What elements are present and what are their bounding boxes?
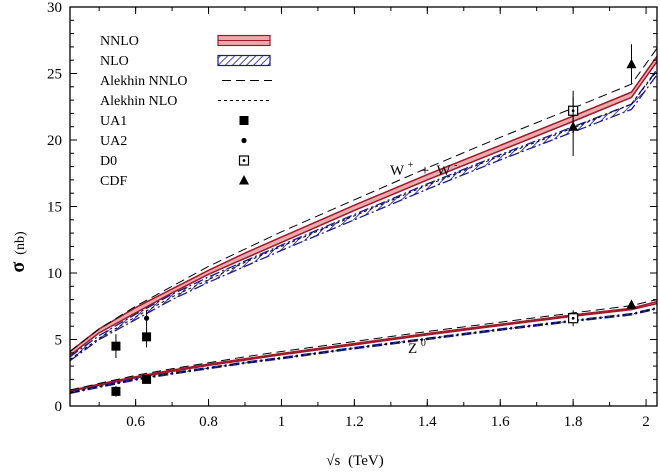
ua2-point-marker — [143, 315, 150, 321]
z-process-label: Z 0 — [408, 338, 426, 357]
legend-label: NLO — [100, 54, 129, 69]
w-nlo-band — [70, 69, 657, 361]
legend-label: UA2 — [100, 134, 127, 149]
x-tick-label: 1.2 — [345, 414, 364, 430]
cdf-point-marker — [626, 58, 637, 69]
ua1-point-marker — [111, 386, 121, 396]
w-base: W — [390, 163, 405, 179]
y-tick-label: 5 — [55, 333, 63, 349]
y-tick-label: 10 — [47, 266, 62, 282]
legend-label: Alekhin NLO — [100, 94, 177, 109]
w-alekhin-nlo-line — [70, 70, 657, 360]
y-tick-label: 30 — [47, 0, 62, 16]
legend-swatch-nlo — [217, 54, 271, 67]
y-axis-symbol: σ — [7, 262, 29, 273]
legend-label: Alekhin NNLO — [100, 74, 188, 89]
x-tick-label: 1.8 — [564, 414, 583, 430]
legend: NNLO NLO Alekhin NNLO Alekhin NLO UA1 UA2 D0 CD… — [100, 34, 272, 189]
x-axis-title: √s (TeV) — [326, 453, 383, 469]
y-axis-unit: (nb) — [13, 231, 28, 255]
ua1-point — [111, 334, 121, 359]
x-axis-unit: (TeV) — [348, 453, 384, 469]
legend-swatch-ua1-marker — [239, 116, 249, 125]
cdf-point — [626, 44, 637, 85]
cdf-point — [568, 97, 579, 156]
ua1-point — [111, 386, 121, 397]
legend-item-cdf: CDF — [100, 174, 249, 189]
cdf-point-marker — [626, 299, 637, 309]
z-alekhin-nlo-line — [70, 307, 657, 394]
w-base-2: W — [436, 163, 451, 179]
data-points — [111, 44, 637, 397]
z-base: Z — [408, 341, 417, 357]
cdf-point — [626, 299, 637, 309]
legend-item-nlo: NLO — [100, 54, 271, 69]
ua1-point-marker — [111, 341, 121, 351]
ua2-point — [143, 310, 150, 327]
w-superscript-2: - — [454, 160, 457, 171]
legend-item-ua2: UA2 — [100, 134, 247, 149]
x-tick-label: 1.4 — [418, 414, 437, 430]
z-superscript: 0 — [421, 338, 426, 349]
legend-swatch-ua2-marker — [241, 137, 247, 144]
legend-item-d0: D0 — [100, 154, 250, 169]
w-superscript: + — [408, 160, 414, 171]
y-tick-label: 20 — [47, 133, 62, 149]
w-nnlo-band — [70, 56, 657, 356]
x-tick-label: 0.8 — [199, 414, 218, 430]
legend-swatch-d0-marker-dot — [242, 159, 246, 162]
w-plus-sign: + — [417, 163, 433, 179]
legend-label: UA1 — [100, 114, 127, 129]
d0-point-marker-dot — [571, 316, 575, 320]
ua1-point — [142, 326, 152, 348]
legend-item-alekhin-nlo: Alekhin NLO — [100, 94, 272, 109]
cdf-point-marker — [568, 121, 579, 131]
legend-label: CDF — [100, 174, 127, 189]
x-tick-label: 1 — [278, 414, 286, 430]
legend-label: D0 — [100, 154, 117, 169]
x-axis-prefix: √s — [326, 453, 340, 469]
legend-label: NNLO — [100, 34, 139, 49]
legend-swatch-cdf-marker — [239, 175, 249, 185]
d0-point — [568, 310, 579, 327]
y-tick-label: 0 — [55, 399, 63, 415]
ua1-point-marker — [142, 332, 152, 342]
legend-item-alekhin-nnlo: Alekhin NNLO — [100, 74, 272, 89]
ua2-point-marker — [143, 377, 150, 383]
ua2-point — [143, 377, 150, 383]
w-process-label: W + + W - — [390, 156, 457, 179]
legend-item-nnlo: NNLO — [100, 34, 271, 49]
x-tick-label: 0.6 — [126, 414, 145, 430]
x-tick-label: 2 — [642, 414, 650, 430]
y-tick-label: 15 — [47, 200, 62, 216]
x-tick-label: 1.6 — [491, 414, 510, 430]
legend-item-ua1: UA1 — [100, 114, 249, 129]
y-tick-label: 25 — [47, 67, 62, 83]
y-axis-title: σ (nb) — [7, 231, 29, 273]
